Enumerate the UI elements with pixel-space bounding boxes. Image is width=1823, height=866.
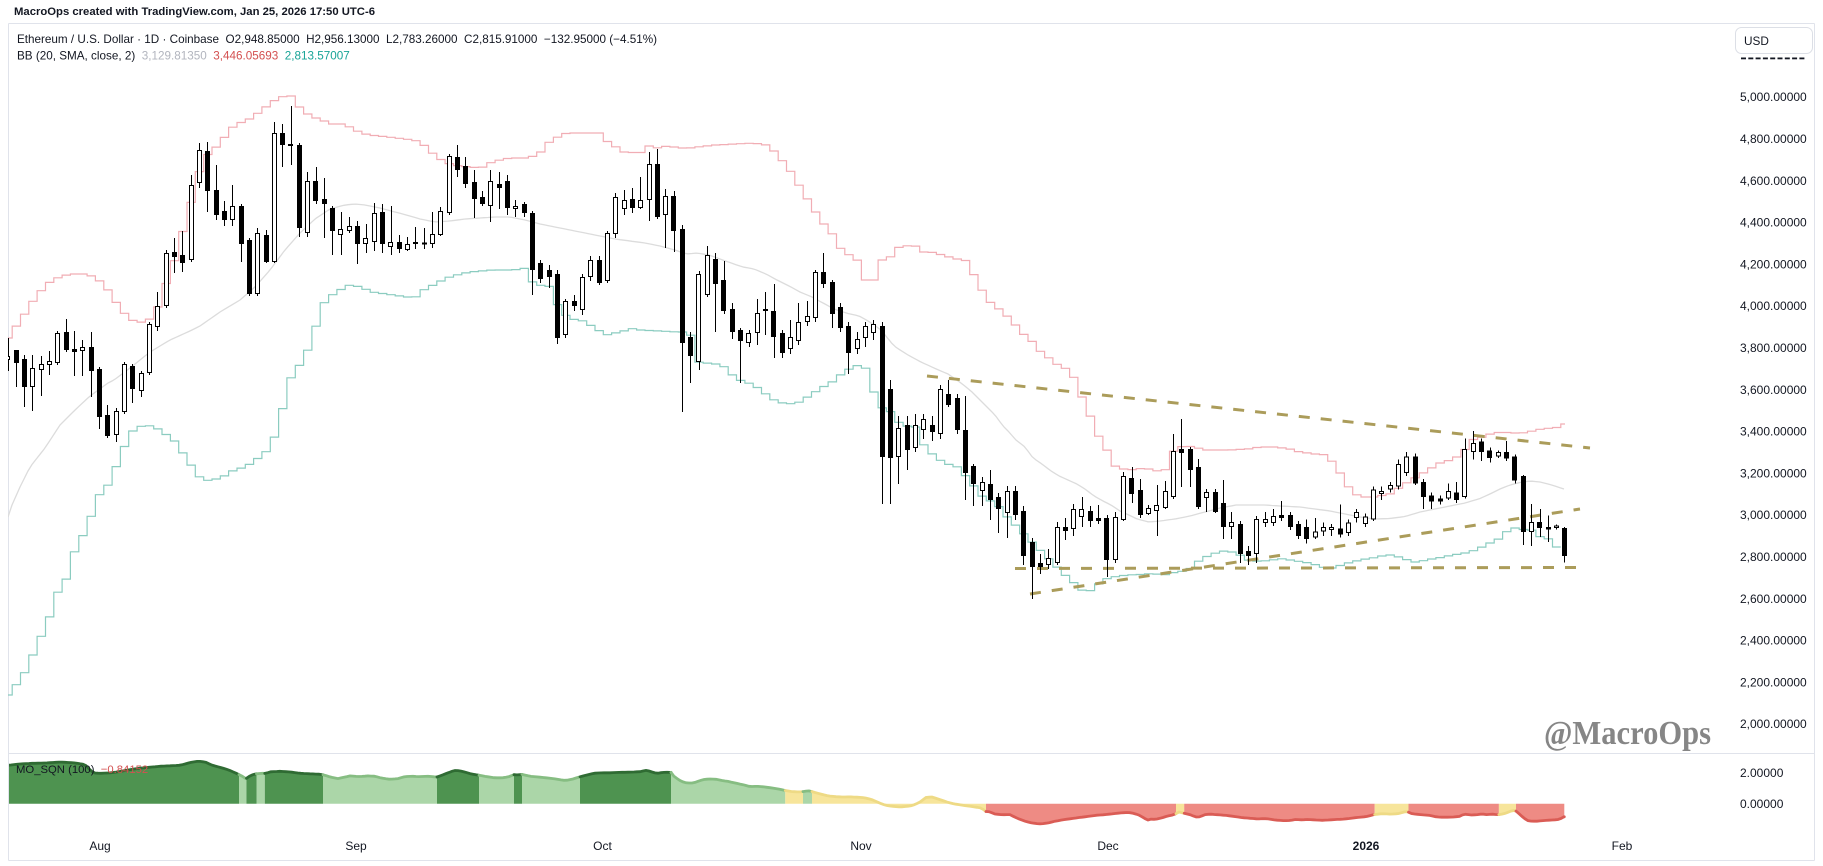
svg-text:4,800.00000: 4,800.00000: [1740, 132, 1807, 146]
svg-text:4,000.00000: 4,000.00000: [1740, 299, 1807, 313]
svg-text:3,400.00000: 3,400.00000: [1740, 425, 1807, 439]
svg-text:3,600.00000: 3,600.00000: [1740, 383, 1807, 397]
svg-text:5,000.00000: 5,000.00000: [1740, 90, 1807, 104]
svg-text:2,400.00000: 2,400.00000: [1740, 634, 1807, 648]
svg-text:4,600.00000: 4,600.00000: [1740, 174, 1807, 188]
svg-text:3,000.00000: 3,000.00000: [1740, 508, 1807, 522]
svg-text:Feb: Feb: [1612, 839, 1633, 853]
svg-text:MacroOps created with TradingV: MacroOps created with TradingView.com, J…: [14, 6, 375, 18]
svg-text:0.00000: 0.00000: [1740, 797, 1784, 811]
svg-text:2026: 2026: [1353, 839, 1380, 853]
svg-text:2.00000: 2.00000: [1740, 766, 1784, 780]
svg-text:2,000.00000: 2,000.00000: [1740, 717, 1807, 731]
svg-text:4,400.00000: 4,400.00000: [1740, 216, 1807, 230]
svg-text:2,200.00000: 2,200.00000: [1740, 675, 1807, 689]
svg-text:4,200.00000: 4,200.00000: [1740, 257, 1807, 271]
svg-text:2,800.00000: 2,800.00000: [1740, 550, 1807, 564]
svg-text:USD: USD: [1744, 34, 1769, 48]
svg-text:Ethereum / U.S. Dollar · 1D ·: Ethereum / U.S. Dollar · 1D · Coinbase O…: [17, 33, 657, 46]
svg-text:BB (20, SMA, close, 2) 3,129.: BB (20, SMA, close, 2) 3,129.81350 3,446…: [17, 50, 350, 63]
svg-text:Sep: Sep: [345, 839, 367, 853]
svg-text:@MacroOps: @MacroOps: [1544, 715, 1711, 752]
svg-text:Oct: Oct: [593, 839, 612, 853]
svg-text:3,800.00000: 3,800.00000: [1740, 341, 1807, 355]
svg-text:Aug: Aug: [89, 839, 110, 853]
svg-text:3,200.00000: 3,200.00000: [1740, 466, 1807, 480]
svg-text:Dec: Dec: [1097, 839, 1118, 853]
svg-text:2,600.00000: 2,600.00000: [1740, 592, 1807, 606]
svg-text:Nov: Nov: [850, 839, 871, 853]
svg-text:MO_SQN (100) −0.84152: MO_SQN (100) −0.84152: [16, 764, 148, 776]
